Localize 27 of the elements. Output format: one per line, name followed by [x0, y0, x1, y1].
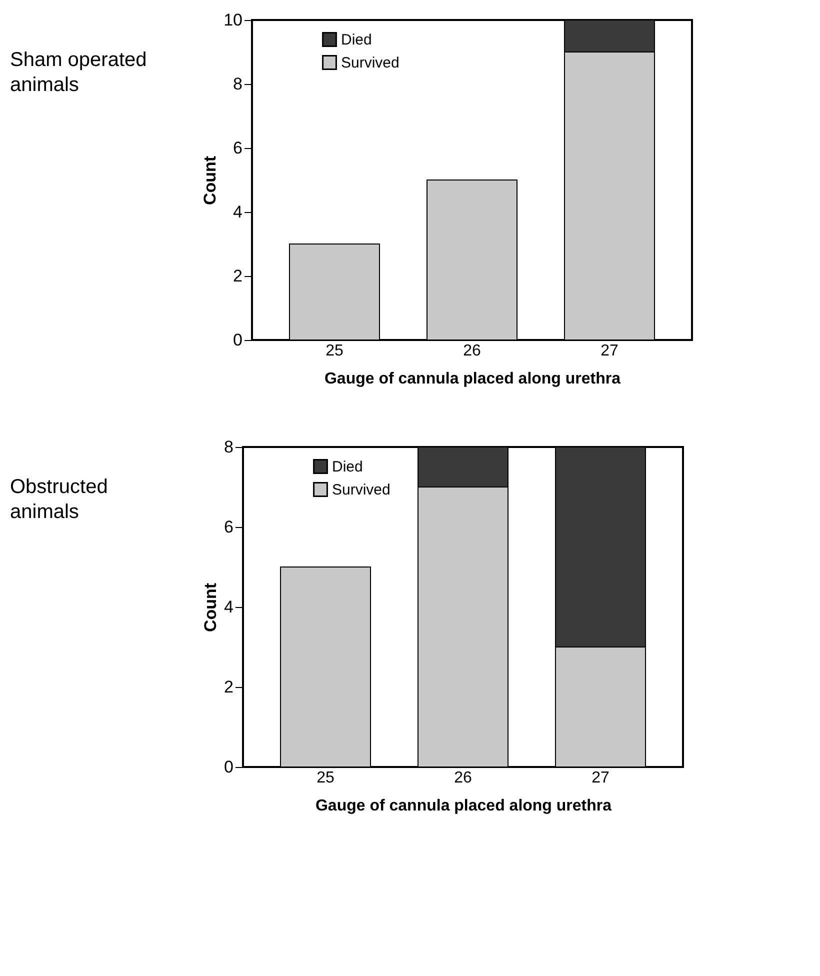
- y-tick-label: 8: [233, 74, 242, 94]
- y-axis-title: Count: [200, 156, 220, 206]
- x-tick-label: 25: [326, 342, 344, 360]
- y-tick-label: 4: [233, 202, 242, 222]
- y-tick-label: 0: [224, 758, 234, 776]
- x-tick-label: 27: [600, 342, 618, 360]
- y-tick-label: 10: [224, 10, 242, 30]
- y-tick-label: 0: [233, 330, 242, 350]
- x-axis-title: Gauge of cannula placed along urethra: [315, 798, 612, 814]
- y-tick-label: 6: [233, 138, 242, 158]
- text: Obstructed animals: [10, 476, 108, 523]
- legend-label: Survived: [332, 482, 390, 498]
- legend-label: Survived: [341, 54, 400, 72]
- y-tick-label: 2: [233, 266, 242, 286]
- y-axis-title: Count: [201, 582, 220, 632]
- x-tick-label: 26: [454, 770, 472, 786]
- x-tick-label: 27: [592, 770, 610, 786]
- y-tick-label: 4: [224, 598, 234, 616]
- legend-label: Died: [332, 458, 363, 476]
- text: Sham operated animals: [10, 49, 147, 96]
- x-tick-label: 26: [463, 342, 481, 360]
- x-axis-title: Gauge of cannula placed along urethra: [324, 370, 621, 388]
- y-tick-label: 8: [224, 438, 234, 456]
- y-tick-label: 2: [224, 678, 234, 696]
- y-tick-label: 6: [224, 518, 234, 536]
- legend-label: Died: [341, 32, 372, 48]
- x-tick-label: 25: [316, 770, 334, 786]
